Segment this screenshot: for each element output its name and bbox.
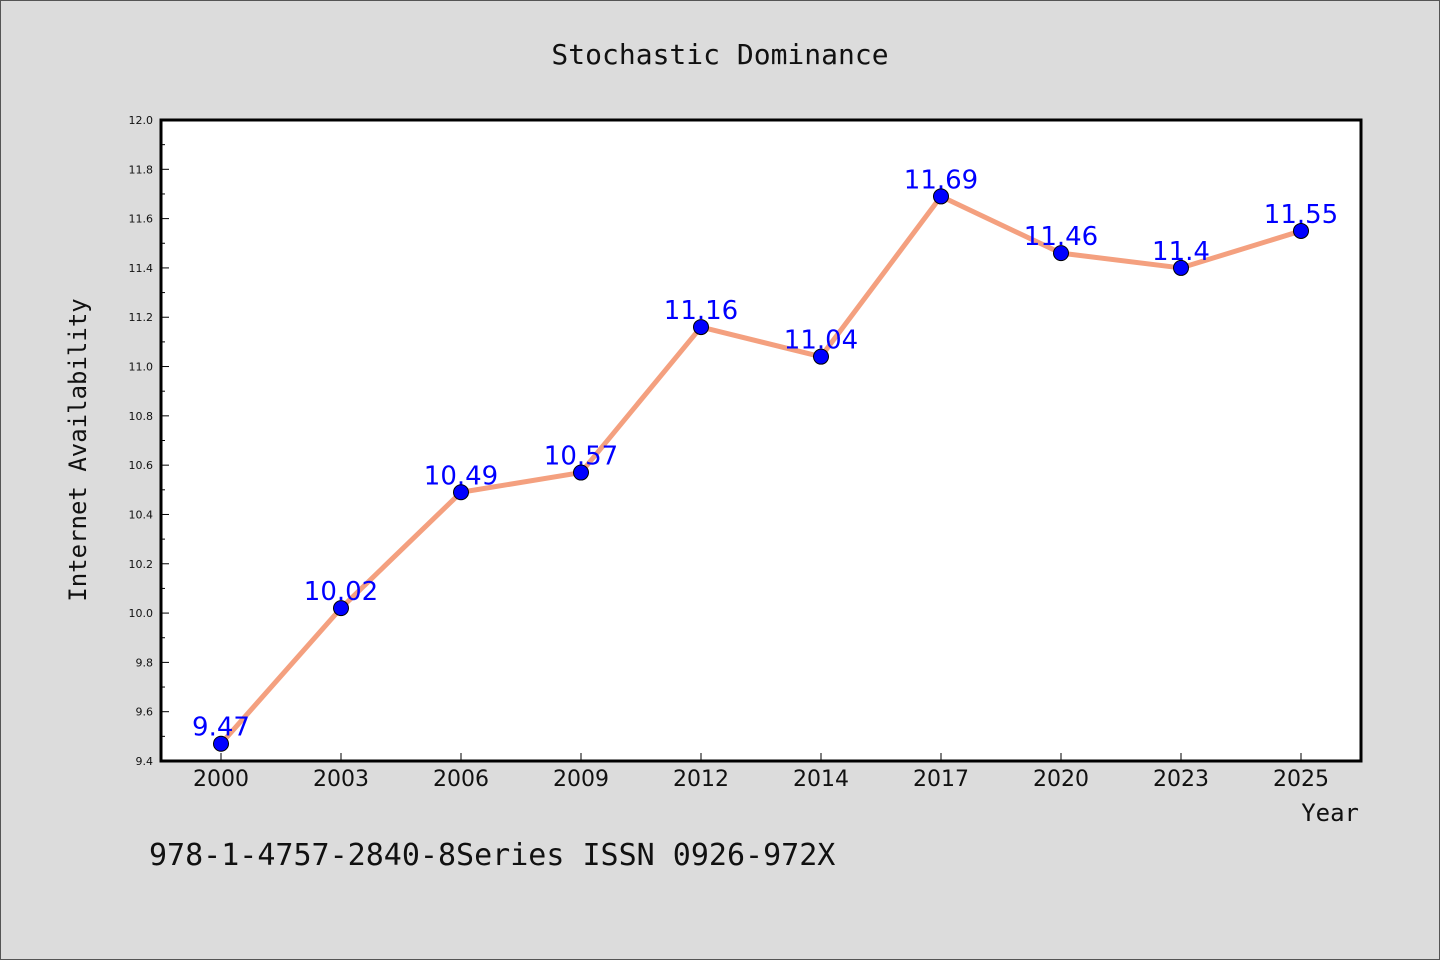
x-tick-label: 2014 bbox=[793, 767, 849, 792]
y-tick-label: 10.6 bbox=[129, 459, 154, 472]
plot-area bbox=[159, 118, 1363, 763]
data-label: 11.04 bbox=[784, 326, 858, 356]
y-tick-label: 10.0 bbox=[129, 607, 154, 620]
x-tick-label: 2000 bbox=[193, 767, 249, 792]
y-tick-label: 11.0 bbox=[129, 361, 154, 374]
x-axis-title: Year bbox=[1301, 799, 1359, 827]
y-tick-label: 10.2 bbox=[129, 558, 154, 571]
y-tick-label: 10.4 bbox=[129, 508, 154, 521]
x-axis-ticks: 2000 2003 2006 2009 2012 2014 2017 2020 2023 2025 bbox=[193, 753, 1329, 792]
data-label: 10.57 bbox=[544, 442, 618, 472]
data-markers bbox=[213, 188, 1309, 752]
data-labels: 9.47 10.02 10.49 10.57 11.16 11.04 11.69 11.46 1… bbox=[192, 165, 1338, 742]
x-tick-label: 2009 bbox=[553, 767, 609, 792]
x-tick-label: 2023 bbox=[1153, 767, 1209, 792]
data-label: 10.02 bbox=[304, 577, 378, 607]
y-tick-label: 11.4 bbox=[129, 262, 154, 275]
data-point bbox=[693, 319, 709, 336]
y-tick-label: 11.2 bbox=[129, 311, 154, 324]
x-tick-label: 2003 bbox=[313, 767, 369, 792]
x-tick-label: 2017 bbox=[913, 767, 969, 792]
data-point bbox=[333, 600, 349, 617]
data-label: 9.47 bbox=[192, 713, 250, 743]
x-tick-label: 2012 bbox=[673, 767, 729, 792]
data-point bbox=[1053, 245, 1069, 262]
data-point bbox=[933, 188, 949, 205]
y-axis-title: Internet Availability bbox=[64, 298, 92, 601]
data-label: 11.69 bbox=[904, 165, 978, 195]
data-point bbox=[453, 484, 469, 501]
data-label: 11.4 bbox=[1152, 237, 1210, 267]
data-label: 11.55 bbox=[1264, 200, 1338, 230]
data-point bbox=[813, 348, 829, 365]
y-tick-label: 11.8 bbox=[129, 163, 154, 176]
data-point bbox=[213, 735, 229, 752]
x-tick-label: 2020 bbox=[1033, 767, 1089, 792]
series-line bbox=[218, 193, 1304, 747]
y-tick-label: 9.8 bbox=[136, 656, 154, 669]
y-tick-label: 12.0 bbox=[129, 114, 154, 127]
chart-title: Stochastic Dominance bbox=[551, 38, 888, 71]
data-point bbox=[1293, 222, 1309, 239]
data-point bbox=[1173, 259, 1189, 276]
y-axis-ticks: 9.4 9.6 9.8 10.0 10.2 10.4 10.6 10.8 11.0 11.2 11.… bbox=[129, 114, 169, 768]
y-tick-label: 9.4 bbox=[136, 755, 154, 768]
x-tick-label: 2006 bbox=[433, 767, 489, 792]
footer-text: 978-1-4757-2840-8Series ISSN 0926-972X bbox=[149, 838, 835, 873]
data-label: 11.16 bbox=[664, 296, 738, 326]
data-label: 10.49 bbox=[424, 461, 498, 491]
data-point bbox=[573, 464, 589, 481]
series-line-group bbox=[218, 193, 1304, 747]
y-tick-label: 11.6 bbox=[129, 213, 154, 226]
y-tick-label: 10.8 bbox=[129, 410, 154, 423]
y-tick-label: 9.6 bbox=[136, 706, 154, 719]
data-label: 11.46 bbox=[1024, 222, 1098, 252]
x-tick-label: 2025 bbox=[1273, 767, 1329, 792]
